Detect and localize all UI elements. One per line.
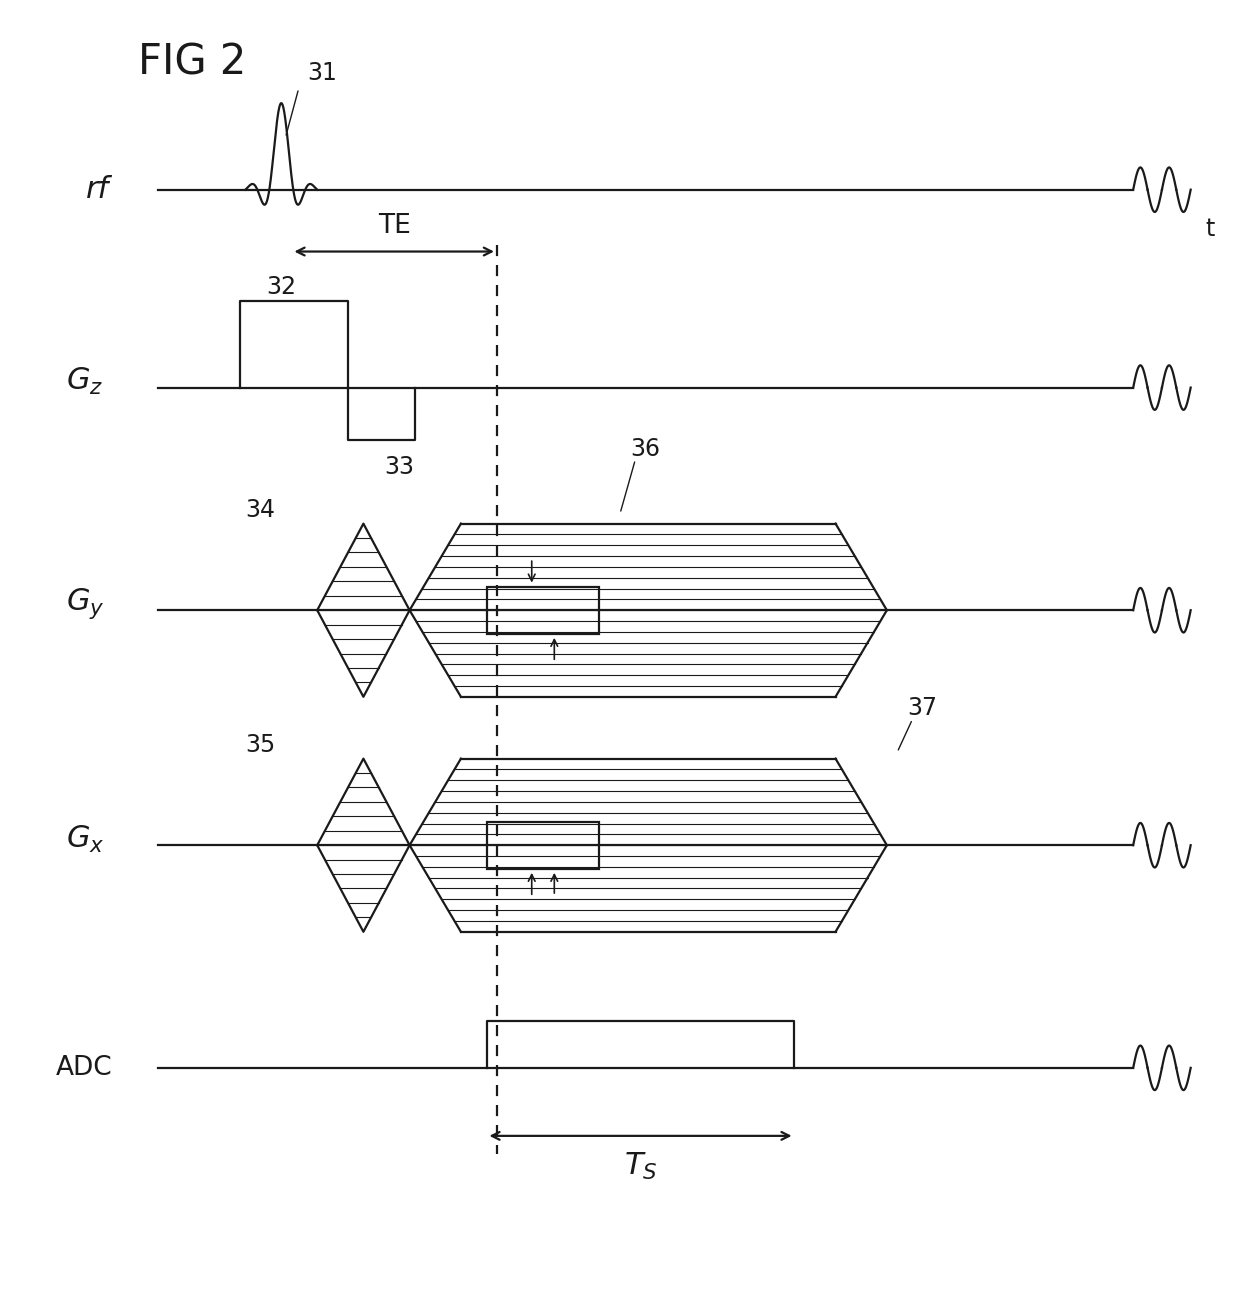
Bar — [486, 587, 599, 634]
Text: ADC: ADC — [56, 1055, 112, 1081]
Text: 37: 37 — [908, 697, 937, 720]
Text: FIG 2: FIG 2 — [138, 42, 246, 84]
Text: $G_z$: $G_z$ — [66, 366, 103, 397]
Text: 31: 31 — [308, 60, 337, 85]
Text: $T_S$: $T_S$ — [624, 1150, 657, 1182]
Text: 34: 34 — [246, 498, 275, 523]
Text: 32: 32 — [265, 274, 296, 298]
Text: $G_x$: $G_x$ — [66, 823, 104, 855]
Text: TE: TE — [378, 213, 410, 239]
Bar — [486, 822, 599, 869]
Text: rf: rf — [87, 175, 109, 204]
Text: 36: 36 — [630, 437, 660, 460]
Text: t: t — [1205, 217, 1214, 240]
Text: 35: 35 — [246, 733, 275, 758]
Text: 33: 33 — [384, 455, 414, 480]
Text: $G_y$: $G_y$ — [66, 587, 104, 621]
